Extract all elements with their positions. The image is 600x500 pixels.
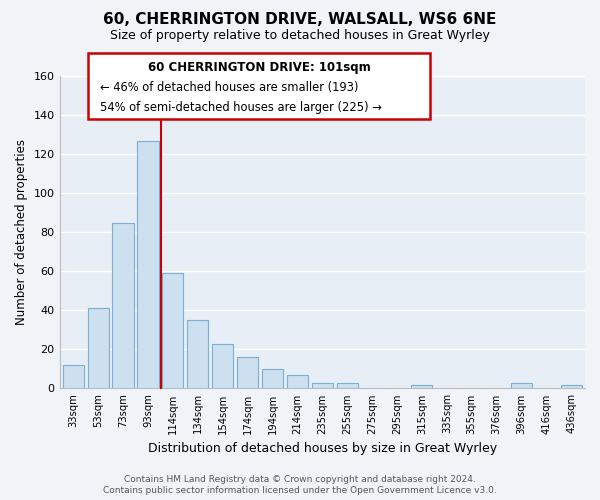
X-axis label: Distribution of detached houses by size in Great Wyrley: Distribution of detached houses by size … (148, 442, 497, 455)
Bar (212, 344, 233, 388)
Text: Size of property relative to detached houses in Great Wyrley: Size of property relative to detached ho… (110, 29, 490, 42)
Bar (62, 365, 84, 388)
Text: Contains public sector information licensed under the Open Government Licence v3: Contains public sector information licen… (103, 486, 497, 495)
Bar (162, 274, 184, 388)
Bar (237, 357, 258, 388)
Bar (311, 382, 333, 388)
Bar (561, 384, 582, 388)
Text: ← 46% of detached houses are smaller (193): ← 46% of detached houses are smaller (19… (100, 81, 359, 94)
Text: 60, CHERRINGTON DRIVE, WALSALL, WS6 6NE: 60, CHERRINGTON DRIVE, WALSALL, WS6 6NE (103, 12, 497, 28)
Bar (137, 140, 158, 388)
Text: 54% of semi-detached houses are larger (225) →: 54% of semi-detached houses are larger (… (100, 102, 382, 114)
FancyBboxPatch shape (88, 53, 430, 118)
Bar (88, 308, 109, 388)
Y-axis label: Number of detached properties: Number of detached properties (15, 140, 28, 326)
Bar (337, 382, 358, 388)
Bar (287, 375, 308, 388)
Bar (187, 320, 208, 388)
Bar (411, 384, 433, 388)
Bar (511, 382, 532, 388)
Text: Contains HM Land Registry data © Crown copyright and database right 2024.: Contains HM Land Registry data © Crown c… (124, 475, 476, 484)
Bar (262, 369, 283, 388)
Bar (112, 222, 134, 388)
Text: 60 CHERRINGTON DRIVE: 101sqm: 60 CHERRINGTON DRIVE: 101sqm (148, 61, 371, 74)
